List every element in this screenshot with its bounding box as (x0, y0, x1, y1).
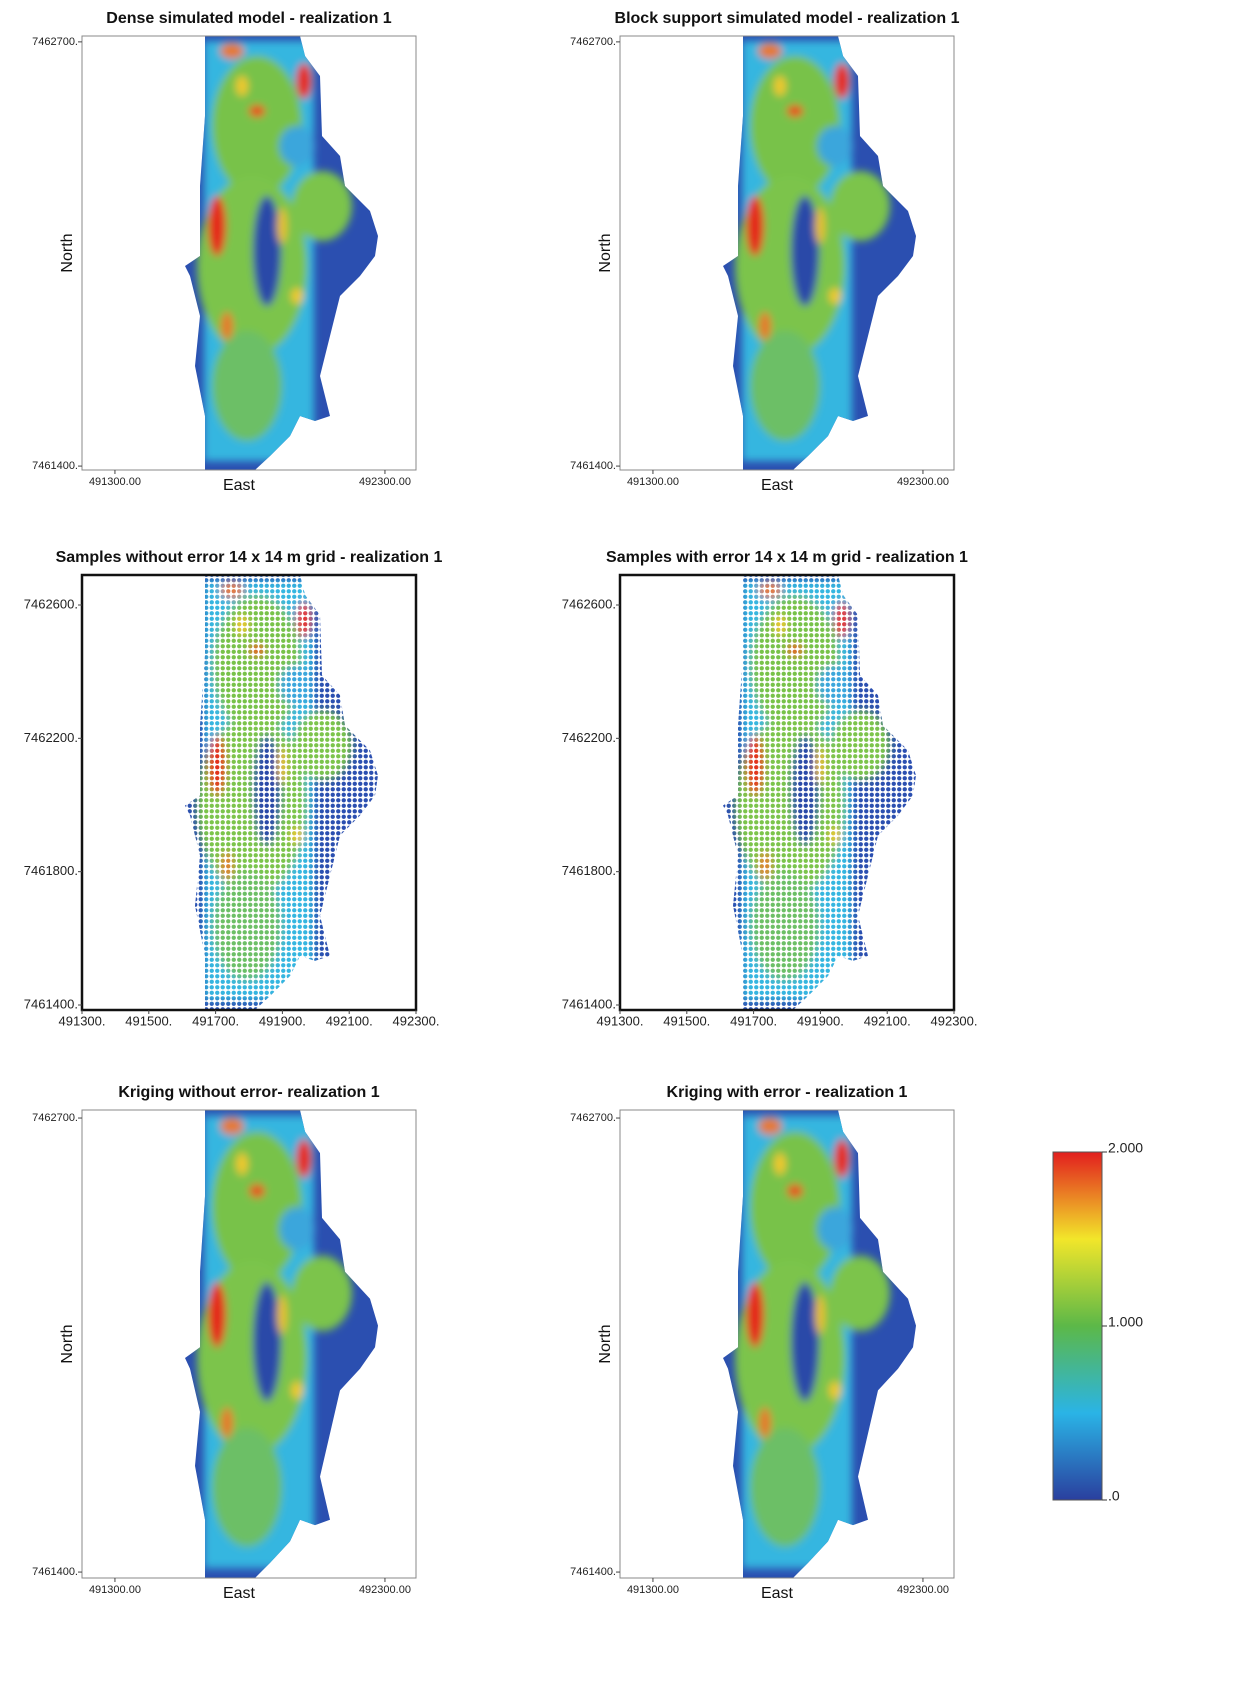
panel-title: Kriging with error - realization 1 (667, 1084, 908, 1101)
sample-dots-overlay (82, 575, 416, 1010)
x-tick-label: 491500. (663, 1013, 710, 1028)
x-axis-label: East (761, 477, 794, 494)
x-tick-label: 492300.00 (897, 1584, 949, 1596)
y-tick-label: 7462200. (24, 730, 78, 745)
x-tick-label: 492100. (864, 1013, 911, 1028)
plot-frame (81, 35, 417, 471)
y-tick-label: 7462700. (570, 1112, 616, 1124)
y-tick-label: 7461800. (562, 863, 616, 878)
x-axis-label: East (223, 1585, 256, 1602)
map-image (82, 1110, 416, 1578)
plot-frame (80, 573, 418, 1012)
x-tick-label: 491300.00 (627, 476, 679, 488)
x-tick-label: 492100. (326, 1013, 373, 1028)
y-tick-label: 7462600. (24, 596, 78, 611)
x-tick-label: 491500. (125, 1013, 172, 1028)
x-tick-label: 492300.00 (359, 1584, 411, 1596)
y-tick-label: 7461400. (32, 1566, 78, 1578)
x-tick-label: 492300. (393, 1013, 440, 1028)
x-tick-label: 492300.00 (359, 476, 411, 488)
y-tick-label: 7461400. (32, 460, 78, 472)
panel-title: Samples with error 14 x 14 m grid - real… (606, 549, 968, 566)
x-tick-label: 491700. (192, 1013, 239, 1028)
plot-frame (619, 1109, 955, 1579)
y-tick-label: 7461800. (24, 863, 78, 878)
y-tick-label: 7462700. (32, 1112, 78, 1124)
y-tick-label: 7462600. (562, 596, 616, 611)
x-tick-label: 491300.00 (89, 1584, 141, 1596)
x-axis-label: East (761, 1585, 794, 1602)
x-tick-label: 491900. (259, 1013, 306, 1028)
plot-frame (619, 35, 955, 471)
map-image (620, 36, 954, 470)
colorbar-tick-label: 2.000 (1108, 1140, 1143, 1156)
y-axis-label: North (597, 1324, 614, 1363)
x-tick-label: 492300. (931, 1013, 978, 1028)
y-axis-label: North (59, 1324, 76, 1363)
y-tick-label: 7461400. (570, 460, 616, 472)
y-tick-label: 7461400. (570, 1566, 616, 1578)
x-tick-label: 491300. (59, 1013, 106, 1028)
x-tick-label: 491300.00 (89, 476, 141, 488)
y-tick-label: 7462700. (570, 36, 616, 48)
plot-frame (618, 573, 956, 1012)
x-tick-label: 491300. (597, 1013, 644, 1028)
colorbar (1052, 1151, 1103, 1501)
colorbar-tick-label: .0 (1108, 1488, 1120, 1504)
panel-title: Block support simulated model - realizat… (615, 10, 960, 27)
map-image (82, 36, 416, 470)
y-tick-label: 7462200. (562, 730, 616, 745)
panel-title: Kriging without error- realization 1 (118, 1084, 379, 1101)
x-axis-label: East (223, 477, 256, 494)
x-tick-label: 491900. (797, 1013, 844, 1028)
y-axis-label: North (59, 233, 76, 272)
map-image (620, 1110, 954, 1578)
plot-frame (81, 1109, 417, 1579)
y-axis-label: North (597, 233, 614, 272)
panel-title: Samples without error 14 x 14 m grid - r… (56, 549, 443, 566)
y-tick-label: 7461400. (24, 996, 78, 1011)
y-tick-label: 7462700. (32, 36, 78, 48)
colorbar-tick-label: 1.000 (1108, 1314, 1143, 1330)
x-tick-label: 491300.00 (627, 1584, 679, 1596)
y-tick-label: 7461400. (562, 996, 616, 1011)
panel-title: Dense simulated model - realization 1 (106, 10, 392, 27)
sample-dots-overlay (620, 575, 954, 1010)
x-tick-label: 491700. (730, 1013, 777, 1028)
x-tick-label: 492300.00 (897, 476, 949, 488)
